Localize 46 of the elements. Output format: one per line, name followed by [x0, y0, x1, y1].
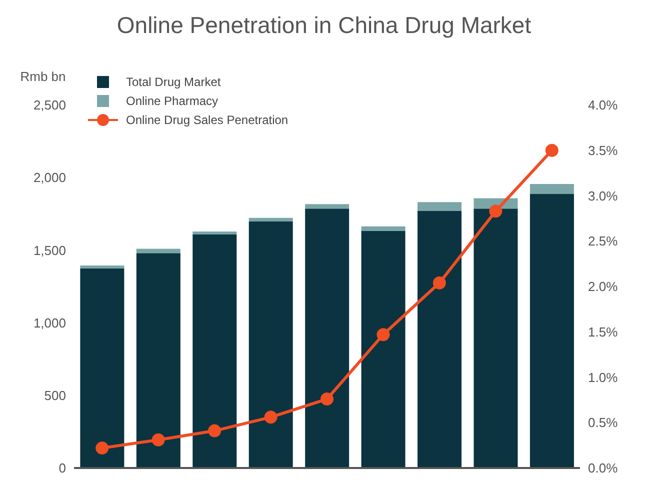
legend-label: Online Pharmacy [125, 92, 220, 110]
legend-label: Total Drug Market [125, 74, 222, 90]
bar [136, 248, 180, 254]
y-axis-title: Rmb bn [20, 69, 66, 84]
bar [305, 208, 350, 468]
point [320, 392, 334, 406]
point [432, 276, 446, 290]
point [545, 144, 558, 157]
y-tick-label: 1,000 [33, 315, 66, 330]
bar [80, 268, 124, 468]
point [208, 424, 222, 438]
legend-label: Online Drug Sales Penetration [125, 112, 290, 128]
y-tick-label: 1,500 [33, 242, 66, 258]
y-tick-label: 0 [58, 460, 66, 476]
point [264, 410, 278, 424]
y-tick-label: 2,500 [33, 98, 66, 113]
point [489, 204, 502, 218]
bar [305, 204, 350, 209]
bar [418, 202, 462, 211]
y2-tick-label: 1.5% [588, 324, 618, 340]
bar [136, 253, 180, 468]
y2-tick-label: 1.0% [588, 370, 618, 385]
y-tick-label: 500 [44, 388, 66, 404]
bar [530, 194, 574, 468]
bar [474, 208, 518, 468]
y2-tick-label: 3.0% [588, 188, 618, 204]
y2-tick-label: 3.5% [588, 142, 618, 158]
y2-tick-label: 4.0% [588, 98, 618, 113]
bar [361, 226, 406, 231]
point [152, 433, 165, 446]
y2-tick-label: 2.0% [588, 279, 618, 294]
y-tick-label: 2,000 [33, 170, 66, 186]
y2-tick-label: 0.0% [588, 460, 618, 476]
bar [418, 210, 462, 468]
y2-tick-label: 2.5% [588, 234, 618, 249]
bar [80, 265, 124, 268]
bar [248, 221, 293, 468]
bar [530, 184, 574, 194]
bar [361, 230, 406, 468]
point [96, 442, 109, 455]
point [376, 328, 390, 342]
chart-title: Online Penetration in China Drug Market [116, 12, 532, 39]
bar [192, 234, 237, 468]
bar [192, 231, 237, 235]
y2-tick-label: 0.5% [588, 415, 618, 430]
bar [248, 218, 293, 222]
